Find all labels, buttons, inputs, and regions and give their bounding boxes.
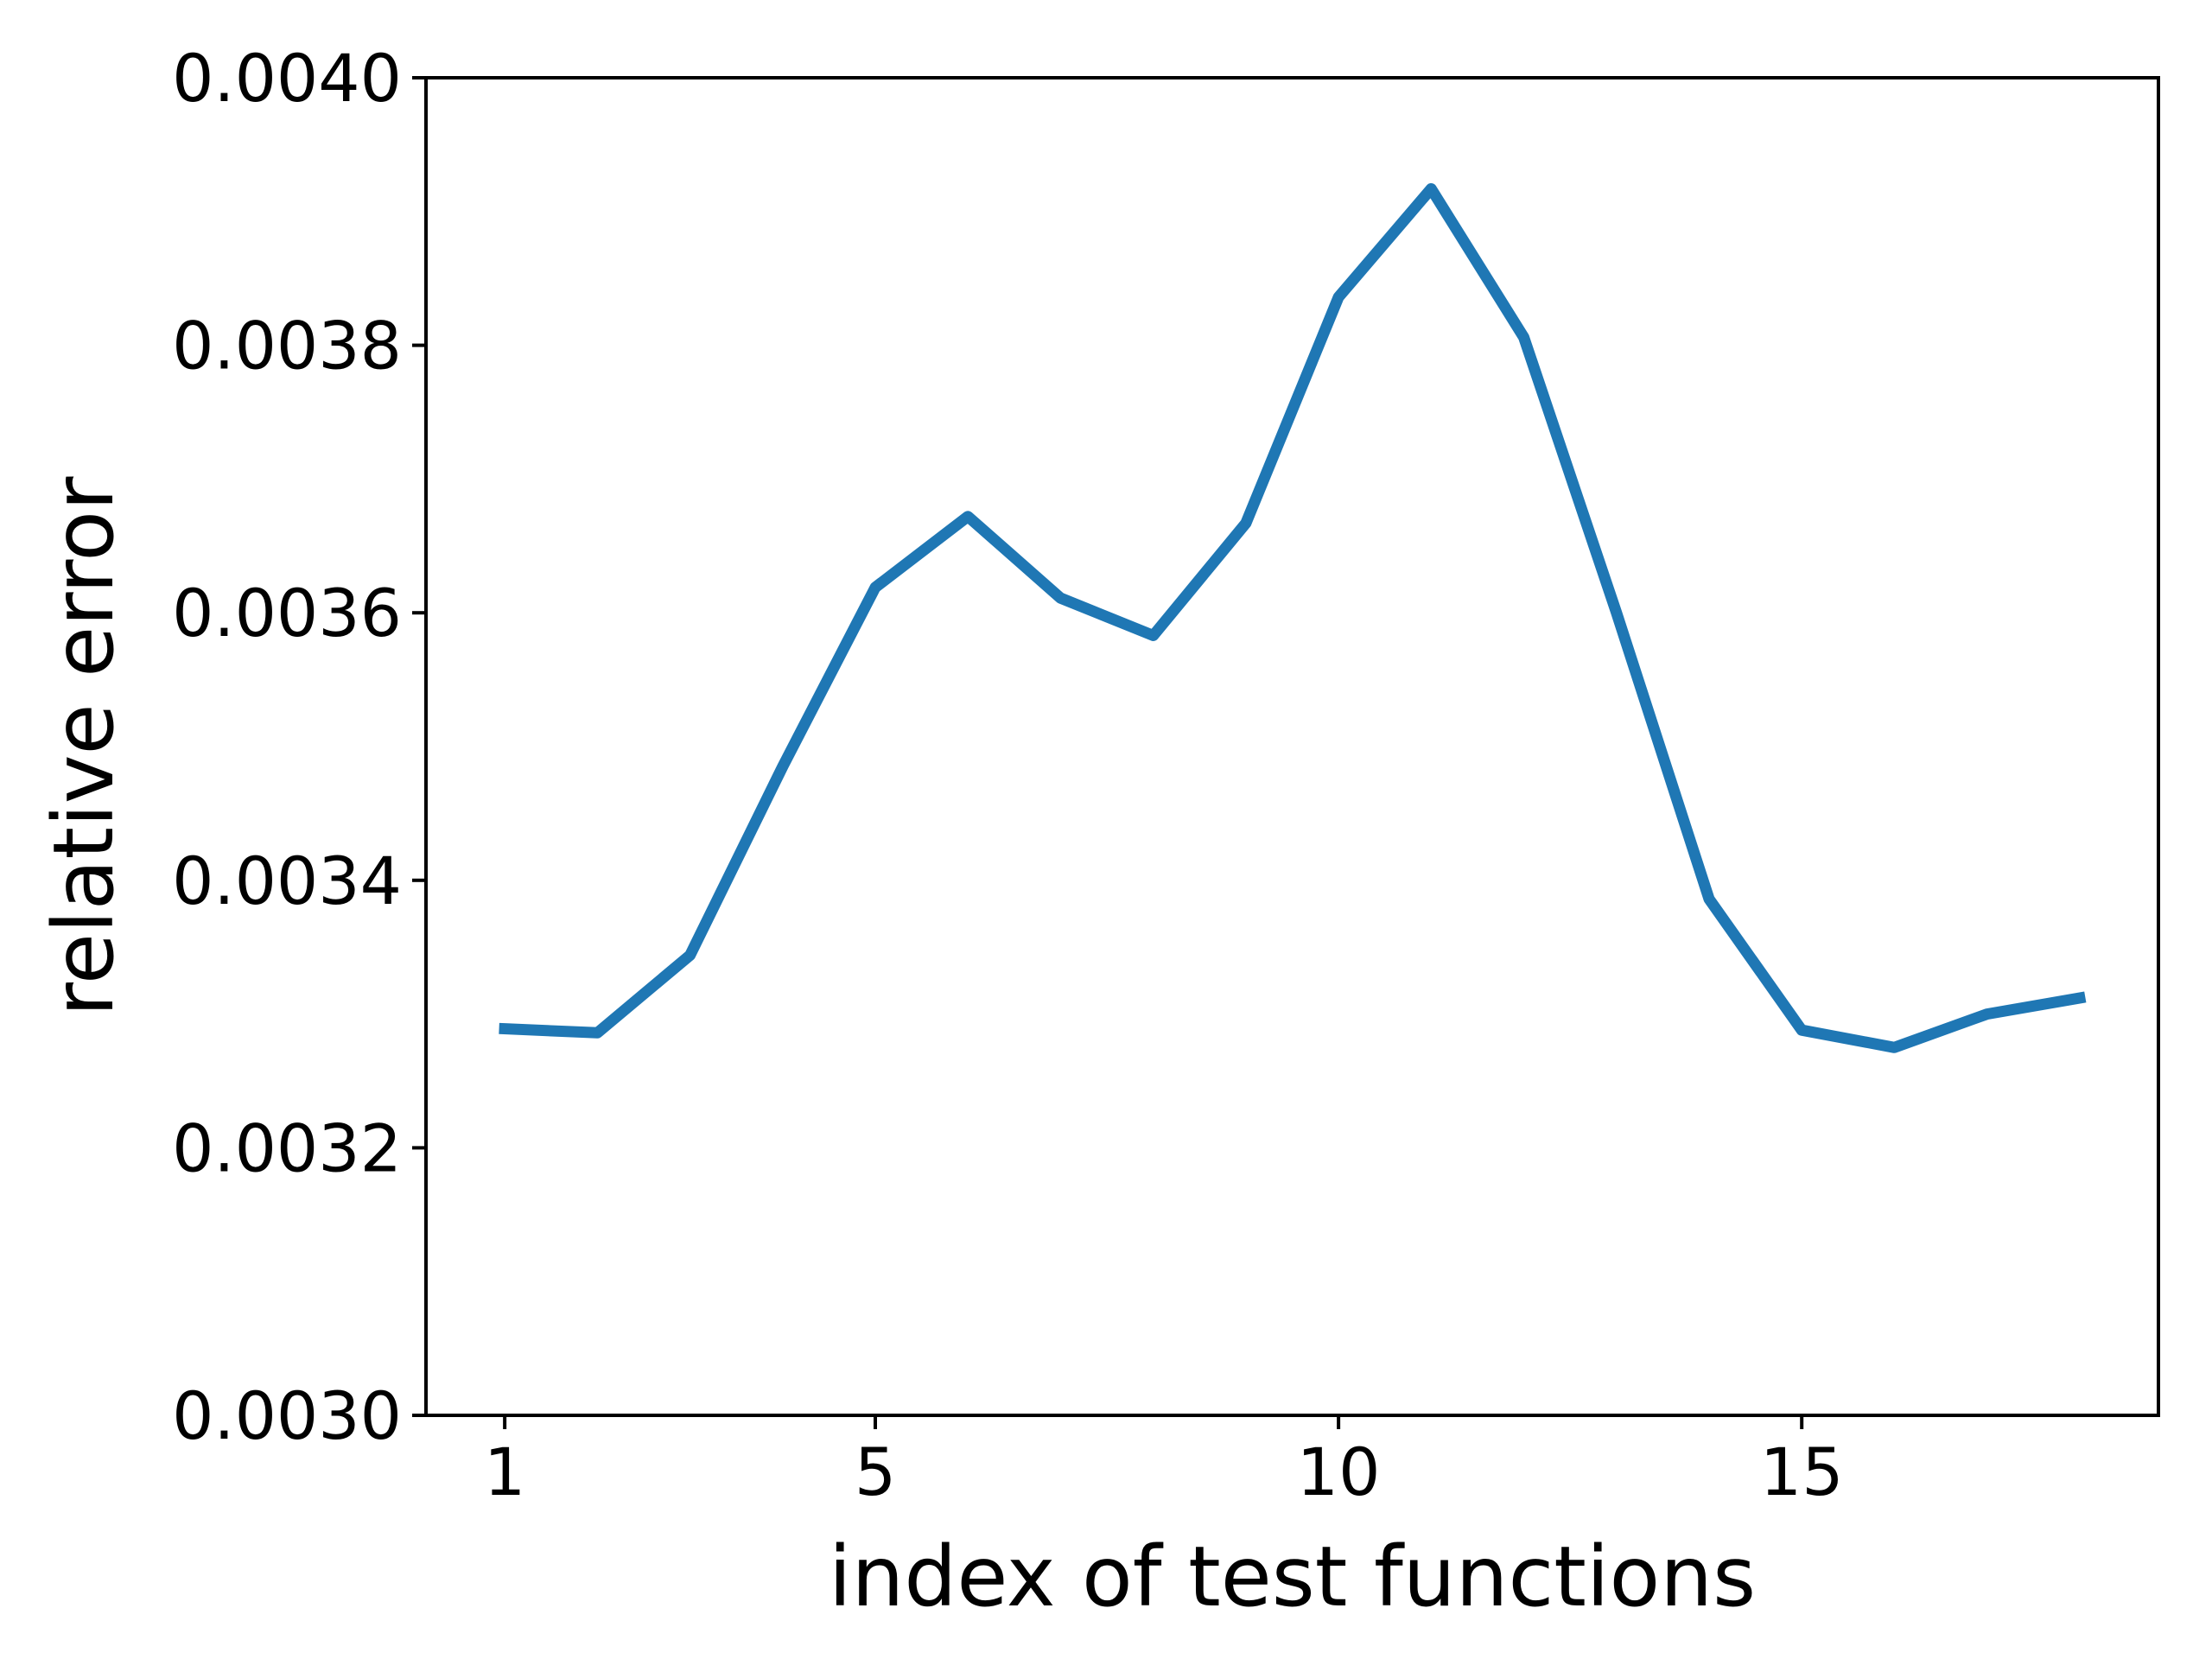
x-tick-label: 10 — [1297, 1433, 1381, 1510]
y-tick-label: 0.0030 — [172, 1377, 402, 1454]
y-axis-label: relative error — [35, 476, 132, 1017]
y-axis-ticks: 0.0030 0.0032 0.0034 0.0036 0.0038 0.0040 — [172, 40, 426, 1454]
x-tick-label: 5 — [855, 1433, 896, 1510]
y-tick-label: 0.0032 — [172, 1109, 402, 1186]
y-tick-label: 0.0036 — [172, 575, 402, 652]
x-tick-label: 15 — [1760, 1433, 1844, 1510]
y-tick-label: 0.0034 — [172, 842, 402, 919]
x-axis-ticks: 1 5 10 15 — [484, 1415, 1844, 1510]
x-tick-label: 1 — [484, 1433, 525, 1510]
series-line — [499, 183, 2087, 1053]
x-axis-label: index of test functions — [829, 1529, 1756, 1625]
y-tick-label: 0.0040 — [172, 40, 402, 117]
axes-frame — [424, 76, 2160, 1417]
y-tick-label: 0.0038 — [172, 308, 402, 385]
